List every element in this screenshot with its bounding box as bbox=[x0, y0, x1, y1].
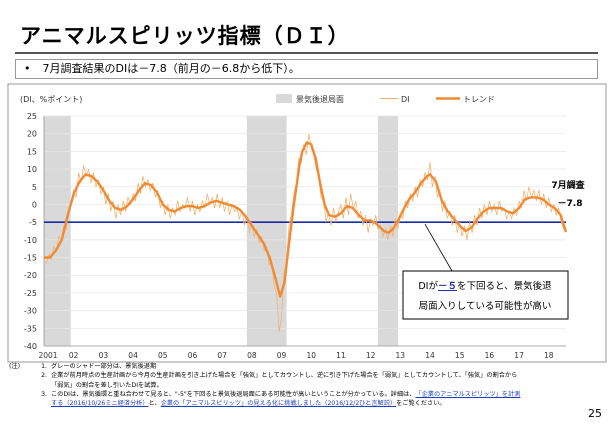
x-tick-label: 15 bbox=[455, 351, 465, 360]
note-text: と、 bbox=[148, 400, 161, 408]
y-tick-label: 5 bbox=[32, 183, 37, 192]
summary-box: • 7月調査結果のDIは－7.8（前月の－6.8から低下）。 bbox=[15, 59, 598, 79]
recession-shade bbox=[378, 116, 398, 346]
x-tick-label: 08 bbox=[247, 351, 257, 360]
page-title: アニマルスピリッツ指標（ＤＩ） bbox=[20, 24, 350, 48]
x-tick-label: 10 bbox=[306, 351, 316, 360]
x-tick-label: 12 bbox=[366, 351, 376, 360]
x-tick-label: 03 bbox=[99, 351, 109, 360]
x-tick-label: 05 bbox=[158, 351, 168, 360]
latest-value: －7.8 bbox=[558, 199, 583, 209]
x-tick-label: 09 bbox=[277, 351, 287, 360]
x-tick-label: 02 bbox=[69, 351, 79, 360]
x-tick-label: 07 bbox=[217, 351, 227, 360]
callout-line-2: 局面入りしている可能性が高い bbox=[419, 300, 552, 312]
x-tick-label: 17 bbox=[514, 351, 524, 360]
x-tick-label: 16 bbox=[485, 351, 495, 360]
page-number: 25 bbox=[588, 407, 602, 420]
y-tick-label: -20 bbox=[24, 271, 37, 280]
trend-series-line bbox=[44, 141, 568, 298]
y-tick-label: -25 bbox=[24, 289, 37, 298]
summary-bullet: • bbox=[24, 62, 31, 75]
y-tick-label: 10 bbox=[27, 165, 37, 174]
commentary-link[interactable]: 企業の「アニマルスピリッツ」の見える化に挑戦しました（2016/12/2ひと言解… bbox=[160, 400, 397, 408]
y-tick-label: -15 bbox=[24, 254, 37, 263]
y-axis-label: (DI、%ポイント) bbox=[20, 95, 82, 104]
note-text: 企業が前月時点の生産計画から今月の生産計画を引き上げた場合を「強気」としてカウン… bbox=[51, 372, 518, 380]
note-text: をご覧ください。 bbox=[396, 400, 446, 408]
callout-line-1: DIが－５を下回ると、景気後退 bbox=[418, 280, 552, 292]
legend-label: トレンド bbox=[463, 95, 495, 104]
note-number: 2. bbox=[41, 372, 47, 380]
callout-box bbox=[402, 270, 569, 320]
y-tick-label: 0 bbox=[32, 200, 37, 209]
x-tick-label: 2001 bbox=[38, 351, 57, 360]
y-tick-label: 25 bbox=[27, 112, 37, 121]
latest-label: 7月調査 bbox=[551, 179, 585, 191]
note-text: グレーのシャドー部分は、景気後退期 bbox=[51, 363, 157, 370]
notes-lead: (注) bbox=[9, 363, 21, 370]
summary-text: 7月調査結果のDIは－7.8（前月の－6.8から低下）。 bbox=[42, 62, 300, 75]
legend-label: DI bbox=[401, 95, 410, 104]
recession-shade bbox=[44, 116, 71, 346]
title-divider bbox=[15, 52, 598, 54]
x-tick-label: 06 bbox=[188, 351, 198, 360]
note-text: 「弱気」の割合を差し引いたDIを試算。 bbox=[51, 381, 163, 389]
chart-frame bbox=[7, 83, 607, 363]
x-tick-label: 11 bbox=[336, 351, 346, 360]
y-tick-label: 15 bbox=[27, 147, 37, 156]
x-tick-label: 13 bbox=[396, 351, 406, 360]
y-tick-label: -30 bbox=[24, 307, 37, 316]
analysis-link-cont[interactable]: する（2016/10/26ミニ経済分析） bbox=[51, 400, 149, 408]
y-tick-label: -35 bbox=[24, 324, 37, 333]
footnotes: (注) 1. グレーのシャドー部分は、景気後退期 2. 企業が前月時点の生産計画から今… bbox=[9, 362, 520, 408]
y-tick-label: -5 bbox=[29, 218, 37, 227]
note-number: 3. bbox=[41, 390, 47, 398]
legend-label: 景気後退局面 bbox=[296, 94, 344, 104]
y-tick-label: -40 bbox=[24, 342, 37, 351]
x-tick-label: 18 bbox=[544, 351, 554, 360]
callout-pointer bbox=[424, 223, 453, 272]
note-text: このDIは、景気循環と重ね合わせて見ると、"-5"を下回ると景気後退局面にある可… bbox=[51, 390, 416, 398]
y-tick-label: -10 bbox=[24, 236, 37, 245]
x-tick-label: 14 bbox=[425, 351, 435, 360]
legend-shade-swatch bbox=[276, 94, 292, 103]
recession-shade bbox=[246, 116, 287, 346]
analysis-link[interactable]: 「企業のアニマルスピリッツ」を計測 bbox=[415, 390, 521, 398]
x-tick-label: 04 bbox=[128, 351, 138, 360]
y-tick-label: 20 bbox=[27, 130, 37, 139]
note-number: 1. bbox=[41, 363, 47, 370]
